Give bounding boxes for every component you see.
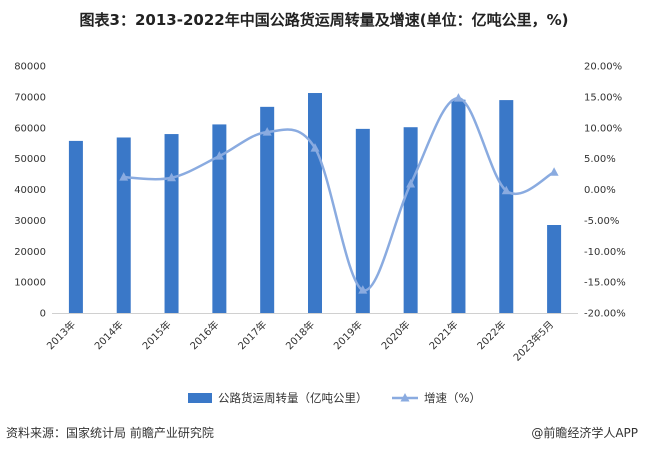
y-right-tick-label: 5.00% xyxy=(584,154,616,165)
bar xyxy=(355,128,370,313)
growth-marker xyxy=(549,167,559,176)
y-right-tick-label: -5.00% xyxy=(584,216,619,227)
line-series xyxy=(119,93,559,294)
y-left-tick-label: 30000 xyxy=(14,216,46,227)
growth-marker xyxy=(214,151,224,160)
growth-marker xyxy=(119,172,129,181)
bar xyxy=(164,134,179,313)
y-left-tick-label: 50000 xyxy=(14,154,46,165)
legend-line-label: 增速（%） xyxy=(424,391,481,405)
legend: 公路货运周转量（亿吨公里） 增速（%） xyxy=(188,391,481,405)
growth-line xyxy=(123,96,555,292)
bar xyxy=(116,137,131,313)
legend-bar-label: 公路货运周转量（亿吨公里） xyxy=(218,391,368,405)
x-tick-label: 2021年 xyxy=(426,318,460,352)
y-right-tick-label: 0.00% xyxy=(584,185,616,196)
x-tick-label: 2017年 xyxy=(235,318,269,352)
y-left-tick-label: 0 xyxy=(40,309,46,320)
app-credit: @前瞻经济学人APP xyxy=(531,426,638,440)
bar xyxy=(451,99,466,314)
y-left-tick-label: 80000 xyxy=(14,62,46,73)
y-right-tick-label: 15.00% xyxy=(584,92,622,103)
legend-bar-swatch xyxy=(188,393,212,403)
growth-marker xyxy=(262,127,272,136)
chart-title: 图表3：2013-2022年中国公路货运周转量及增速(单位：亿吨公里，%) xyxy=(79,11,569,29)
bar-series xyxy=(68,93,562,314)
y-right-tick-label: 20.00% xyxy=(584,62,622,73)
x-tick-label: 2014年 xyxy=(92,318,126,352)
bar xyxy=(403,127,418,313)
bar xyxy=(212,124,227,313)
growth-marker xyxy=(406,178,416,188)
x-tick-label: 2019年 xyxy=(331,318,365,352)
y-left-tick-label: 70000 xyxy=(14,92,46,103)
bar xyxy=(308,93,322,314)
y-left-tick-label: 60000 xyxy=(14,123,46,134)
bar xyxy=(547,225,562,313)
bar xyxy=(68,140,83,313)
y-right-tick-label: -10.00% xyxy=(584,247,626,258)
y-left-tick-label: 10000 xyxy=(14,278,46,289)
y-right-tick-label: -15.00% xyxy=(584,278,626,289)
x-tick-label: 2016年 xyxy=(187,318,221,352)
growth-marker xyxy=(358,285,368,294)
x-tick-label: 2023年5月 xyxy=(510,318,556,364)
growth-marker xyxy=(453,93,463,102)
growth-marker xyxy=(167,172,177,182)
y-left-tick-label: 20000 xyxy=(14,247,46,258)
legend-line-marker xyxy=(400,393,410,402)
y-left-tick-label: 40000 xyxy=(14,185,46,196)
bar xyxy=(260,106,275,313)
x-tick-label: 2022年 xyxy=(474,318,508,352)
growth-marker xyxy=(501,185,511,195)
source-note: 资料来源：国家统计局 前瞻产业研究院 xyxy=(6,426,214,440)
x-tick-label: 2018年 xyxy=(283,318,317,352)
x-tick-label: 2020年 xyxy=(378,318,412,352)
growth-marker xyxy=(310,143,320,152)
bar xyxy=(499,100,514,313)
y-right-tick-label: 10.00% xyxy=(584,123,622,134)
x-tick-label: 2015年 xyxy=(139,318,173,352)
x-tick-label: 2013年 xyxy=(44,318,78,352)
y-right-tick-label: -20.00% xyxy=(584,309,626,320)
